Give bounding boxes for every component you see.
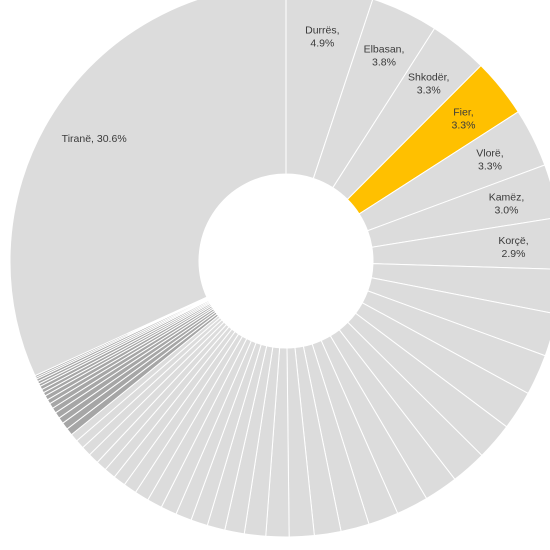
data-label-kamez: Kamëz, 3.0% (489, 191, 525, 216)
data-label-fier: Fier, 3.3% (451, 106, 475, 131)
data-label-vlore: Vlorë, 3.3% (476, 148, 503, 173)
data-label-tirane: Tiranë, 30.6% (62, 133, 127, 145)
slice-tirane (9, 0, 287, 377)
slice-durres (285, 0, 374, 179)
labels-layer: Tiranë, 30.6% Durrës, 4.9% Elbasan, 3.8%Shko… (62, 24, 529, 259)
data-label-korce: Korçë, 2.9% (498, 235, 528, 260)
data-label-shkoder: Shkodër, 3.3% (408, 72, 449, 97)
slice-53 (34, 296, 208, 378)
data-label-elbasan: Elbasan, 3.8% (364, 44, 405, 69)
data-label-durres: Durrës, 4.9% (305, 24, 339, 49)
slices-layer (9, 0, 550, 538)
